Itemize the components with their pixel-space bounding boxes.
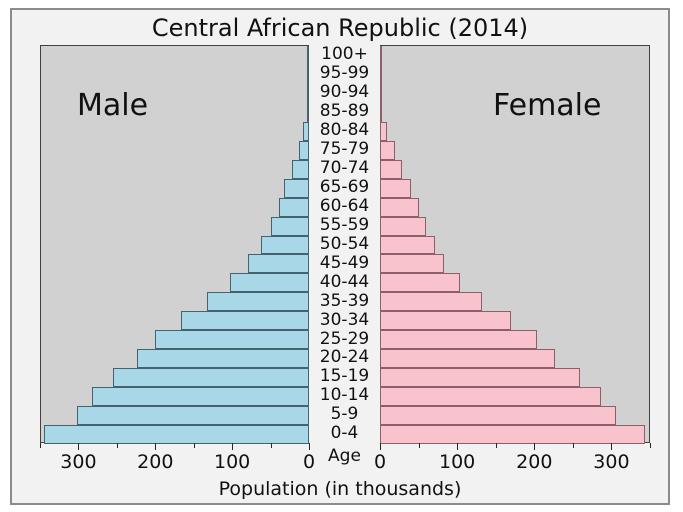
age-label-75-79: 75-79 xyxy=(319,139,370,160)
age-label-60-64: 60-64 xyxy=(319,195,370,216)
tick-label-male-200: 200 xyxy=(137,451,174,473)
bar-female-55-59 xyxy=(380,216,427,236)
bar-female-95-99 xyxy=(380,64,382,84)
tick-label-female-0: 0 xyxy=(373,451,387,473)
age-label-20-24: 20-24 xyxy=(319,347,370,368)
bar-male-50-54 xyxy=(260,235,309,255)
chart-title: Central African Republic (2014) xyxy=(151,14,529,42)
major-tick-male xyxy=(155,443,157,450)
bar-male-75-79 xyxy=(299,140,309,160)
major-tick-female xyxy=(380,443,381,450)
age-label-100plus: 100+ xyxy=(321,44,368,65)
bar-female-70-74 xyxy=(380,159,402,179)
bar-male-25-29 xyxy=(155,330,309,350)
x-axis-title: Population (in thousands) xyxy=(218,478,462,500)
age-label-80-84: 80-84 xyxy=(319,120,370,141)
major-tick-female xyxy=(611,443,613,450)
bar-female-85-89 xyxy=(380,102,382,122)
bar-male-5-9 xyxy=(76,406,309,426)
male-side-label: Male xyxy=(77,88,149,123)
major-tick-male xyxy=(78,443,80,450)
female-side-label: Female xyxy=(493,88,602,123)
bar-female-30-34 xyxy=(380,311,512,331)
age-label-30-34: 30-34 xyxy=(319,309,370,330)
age-label-10-14: 10-14 xyxy=(319,385,370,406)
tick-label-female-300: 300 xyxy=(593,451,630,473)
bar-female-0-4 xyxy=(380,425,645,444)
bar-male-55-59 xyxy=(271,216,309,236)
bar-male-85-89 xyxy=(307,102,309,122)
tick-label-male-0: 0 xyxy=(302,451,316,473)
bar-female-45-49 xyxy=(380,254,445,274)
major-tick-male xyxy=(232,443,234,450)
age-axis-labels: 100+ 95-99 90-94 85-89 80-84 75-79 70-74 65-69 6… xyxy=(309,44,380,444)
bar-male-90-94 xyxy=(307,83,309,103)
minor-tick-male xyxy=(270,443,272,448)
age-label-35-39: 35-39 xyxy=(319,290,370,311)
tick-label-female-100: 100 xyxy=(439,451,476,473)
minor-tick-female xyxy=(495,443,497,448)
age-label-70-74: 70-74 xyxy=(319,158,370,179)
female-bars xyxy=(380,46,649,444)
age-label-65-69: 65-69 xyxy=(319,177,370,198)
major-tick-female xyxy=(457,443,459,450)
age-label-40-44: 40-44 xyxy=(319,271,370,292)
bar-female-100plus xyxy=(380,46,382,65)
female-panel: Female xyxy=(380,45,650,444)
age-label-45-49: 45-49 xyxy=(319,252,370,273)
age-label-50-54: 50-54 xyxy=(319,233,370,254)
bar-male-15-19 xyxy=(113,368,309,388)
bar-female-20-24 xyxy=(380,349,556,369)
male-panel: Male xyxy=(40,45,309,444)
minor-tick-female xyxy=(572,443,574,448)
tick-label-male-100: 100 xyxy=(214,451,251,473)
bar-female-60-64 xyxy=(380,197,420,217)
bar-female-5-9 xyxy=(380,406,617,426)
bar-male-40-44 xyxy=(229,273,309,293)
age-label-85-89: 85-89 xyxy=(319,101,370,122)
bar-female-40-44 xyxy=(380,273,461,293)
bar-male-70-74 xyxy=(292,159,309,179)
minor-tick-male xyxy=(193,443,195,448)
minor-tick-male xyxy=(116,443,118,448)
bar-male-65-69 xyxy=(284,178,309,198)
minor-tick-female xyxy=(650,443,651,448)
bar-male-100plus xyxy=(307,46,309,65)
bar-male-10-14 xyxy=(91,387,309,407)
chart-frame: Central African Republic (2014) Male 100… xyxy=(10,8,670,505)
bar-female-15-19 xyxy=(380,368,580,388)
bar-male-35-39 xyxy=(206,292,309,312)
bar-male-60-64 xyxy=(279,197,309,217)
bar-male-45-49 xyxy=(247,254,309,274)
bar-male-80-84 xyxy=(302,121,309,141)
bar-male-0-4 xyxy=(43,425,309,444)
bar-female-90-94 xyxy=(380,83,382,103)
bar-female-50-54 xyxy=(380,235,435,255)
bar-female-10-14 xyxy=(380,387,602,407)
male-bars xyxy=(41,46,309,444)
age-label-95-99: 95-99 xyxy=(319,63,370,84)
bar-female-65-69 xyxy=(380,178,411,198)
bar-male-30-34 xyxy=(180,311,309,331)
age-label-0-4: 0-4 xyxy=(330,423,359,444)
age-label-90-94: 90-94 xyxy=(319,82,370,103)
age-label-55-59: 55-59 xyxy=(319,214,370,235)
bar-female-75-79 xyxy=(380,140,395,160)
age-label-15-19: 15-19 xyxy=(319,366,370,387)
major-tick-male xyxy=(309,443,310,450)
bar-female-35-39 xyxy=(380,292,482,312)
tick-label-male-300: 300 xyxy=(60,451,97,473)
bar-male-95-99 xyxy=(307,64,309,84)
age-axis-title: Age xyxy=(328,446,361,466)
age-label-5-9: 5-9 xyxy=(330,404,359,425)
minor-tick-male xyxy=(40,443,41,448)
minor-tick-female xyxy=(418,443,420,448)
tick-label-female-200: 200 xyxy=(516,451,553,473)
bar-male-20-24 xyxy=(136,349,309,369)
bar-female-80-84 xyxy=(380,121,387,141)
bar-female-25-29 xyxy=(380,330,537,350)
major-tick-female xyxy=(534,443,536,450)
age-label-25-29: 25-29 xyxy=(319,328,370,349)
